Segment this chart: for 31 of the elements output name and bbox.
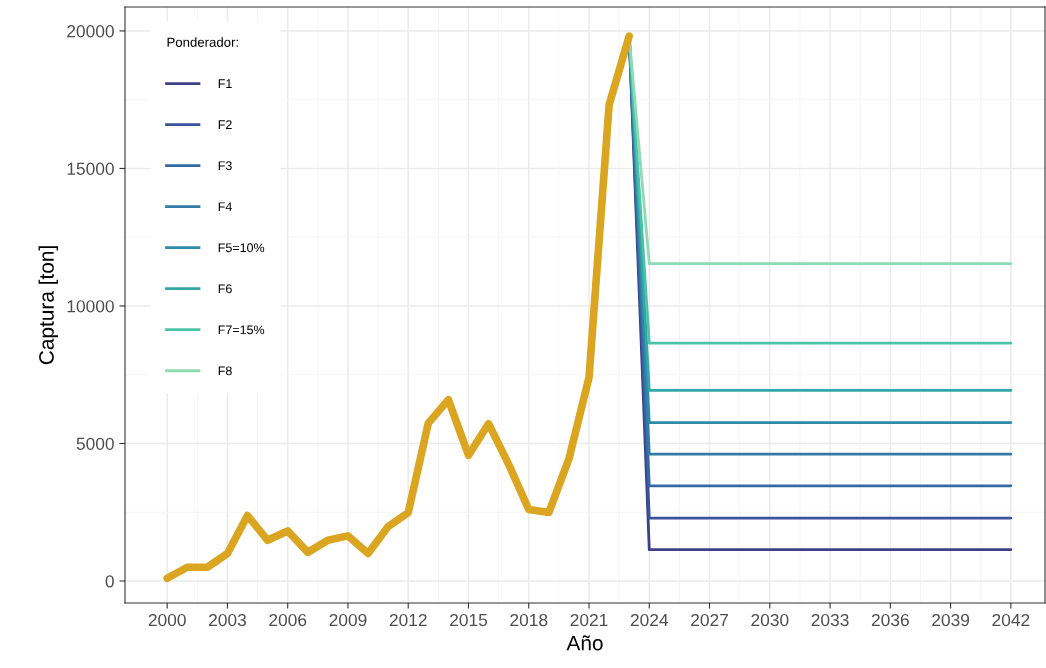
x-tick-label: 2030 (751, 613, 789, 627)
x-tick-label: 2042 (992, 613, 1030, 627)
x-tick-label: 2039 (932, 613, 970, 627)
legend-label: F4 (218, 202, 232, 212)
y-tick-label: 10000 (67, 300, 114, 313)
x-tick-label: 2015 (450, 613, 488, 627)
x-tick-label: 2024 (630, 613, 669, 627)
legend-label: F7=15% (218, 325, 265, 335)
legend-label: F3 (218, 161, 232, 171)
x-tick-label: 2009 (329, 613, 367, 627)
x-tick-label: 2021 (570, 613, 608, 627)
x-axis-title: Año (566, 635, 603, 651)
x-tick-label: 2000 (148, 613, 186, 627)
x-tick-label: 2003 (209, 613, 246, 627)
x-tick-label: 2036 (871, 613, 909, 627)
x-tick-label: 2006 (269, 613, 307, 627)
legend-label: F6 (218, 284, 232, 294)
y-tick-label: 5000 (76, 437, 114, 450)
legend-label: F5=10% (218, 243, 265, 253)
y-tick-label: 15000 (67, 162, 114, 175)
y-tick-label: 0 (105, 575, 114, 588)
x-tick-label: 2027 (691, 613, 728, 627)
x-tick-label: 2012 (389, 613, 427, 627)
y-tick-label: 20000 (67, 25, 114, 38)
x-tick-label: 2018 (510, 613, 548, 627)
x-tick-label: 2033 (811, 613, 849, 627)
legend-title: Ponderador: (167, 37, 238, 47)
legend-label: F1 (218, 79, 232, 88)
legend-label: F2 (218, 120, 232, 129)
y-axis-title: Captura [ton] (38, 246, 58, 365)
legend-label: F8 (218, 366, 232, 376)
